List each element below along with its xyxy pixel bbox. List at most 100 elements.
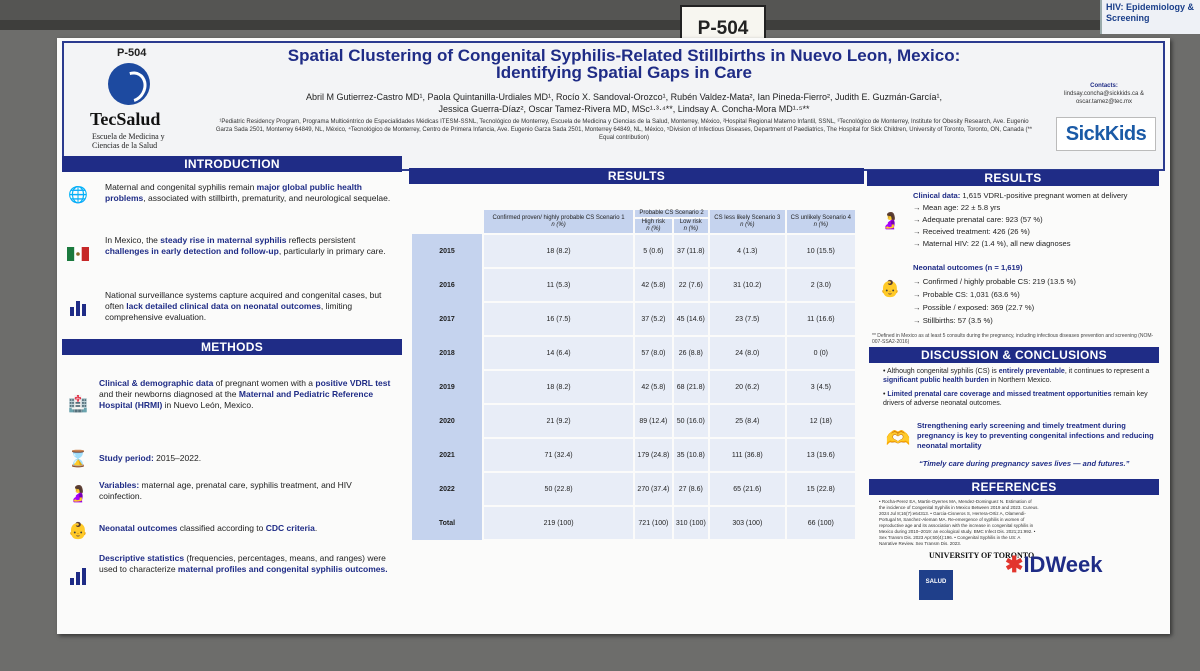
- brand-subtitle: Escuela de Medicina y Ciencias de la Sal…: [92, 132, 165, 150]
- value-cell: 721 (100): [633, 505, 674, 541]
- value-cell: 89 (12.4): [633, 403, 674, 439]
- authors: Abril M Gutierrez-Castro MD¹, Paola Quin…: [214, 91, 1034, 115]
- corner-cell-2: [412, 218, 483, 234]
- clinical-treatment: → Received treatment: 426 (26 %): [913, 227, 1030, 236]
- value-cell: 111 (36.8): [707, 437, 787, 473]
- value-cell: 50 (22.8): [481, 471, 636, 507]
- authors-line-2: Jessica Guerra-Díaz², Oscar Tamez-Rivera…: [438, 104, 810, 114]
- value-cell: 50 (16.0): [671, 403, 710, 439]
- year-cell: 2019: [412, 370, 483, 404]
- discussion-key-message: Strengthening early screening and timely…: [917, 421, 1154, 450]
- value-cell: 12 (18): [784, 403, 858, 439]
- value-cell: 11 (16.6): [784, 301, 858, 337]
- value-cell: 18 (8.2): [481, 233, 636, 269]
- col-header-low-risk: Low risk n (%): [671, 217, 710, 235]
- results-footnote: ** Defined in Mexico as at least 5 consu…: [872, 333, 1154, 345]
- sickkids-logo: SickKids: [1056, 117, 1156, 151]
- table-row: Total 219 (100) 721 (100) 310 (100) 303 (100…: [412, 505, 858, 541]
- table-row: 2019 18 (8.2) 42 (5.8) 68 (21.8) 20 (6.2) 3 (…: [412, 369, 858, 405]
- value-cell: 14 (6.4): [481, 335, 636, 371]
- year-cell: 2017: [412, 302, 483, 336]
- brand-name: TecSalud: [90, 109, 161, 129]
- discussion-quote: “Timely care during pregnancy saves live…: [919, 459, 1130, 468]
- neighbor-poster-label: HIV: Epidemiology & Screening: [1100, 0, 1200, 34]
- col-header-group-scenario-2: Probable CS Scenario 2: [633, 208, 710, 219]
- year-cell: 2022: [412, 472, 483, 506]
- discussion-point-2: • Limited prenatal care coverage and mis…: [883, 391, 1148, 407]
- value-cell: 11 (5.3): [481, 267, 636, 303]
- value-cell: 45 (14.6): [671, 301, 710, 337]
- value-cell: 303 (100): [707, 505, 787, 541]
- methods-item-5: Descriptive statistics (frequencies, per…: [99, 553, 388, 574]
- value-cell: 3 (4.5): [784, 369, 858, 405]
- authors-line-1: Abril M Gutierrez-Castro MD¹, Paola Quin…: [305, 92, 943, 102]
- contacts: Contacts: lindsay.concha@sickkids.ca & o…: [1049, 82, 1159, 106]
- board-frame: [0, 20, 1200, 30]
- title-line-1: Spatial Clustering of Congenital Syphili…: [287, 46, 961, 65]
- table-row: 2021 71 (32.4) 179 (24.8) 35 (10.8) 111 (36.…: [412, 437, 858, 473]
- references-heading: REFERENCES: [869, 479, 1159, 495]
- value-cell: 18 (8.2): [481, 369, 636, 405]
- contacts-emails: lindsay.concha@sickkids.ca & oscar.tamez…: [1063, 91, 1144, 105]
- poster: P-504 TecSalud Escuela de Medicina y Cie…: [57, 38, 1170, 634]
- value-cell: 270 (37.4): [633, 471, 674, 507]
- value-cell: 37 (11.8): [671, 233, 710, 269]
- corner-cell: [412, 209, 483, 218]
- globe-icon: 🌐: [68, 187, 88, 204]
- value-cell: 57 (8.0): [633, 335, 674, 371]
- neonatal-possible: → Possible / exposed: 369 (22.7 %): [913, 303, 1035, 312]
- results-table-heading: RESULTS: [409, 168, 864, 184]
- value-cell: 13 (19.6): [784, 437, 858, 473]
- value-cell: 26 (8.8): [671, 335, 710, 371]
- neonatal-probable: → Probable CS: 1,031 (63.6 %): [913, 290, 1020, 299]
- results-summary-heading: RESULTS: [867, 170, 1159, 186]
- pregnant-woman-icon: 🤰: [68, 486, 88, 503]
- clinical-data-line: Clinical data: 1,615 VDRL-positive pregn…: [913, 191, 1128, 200]
- baby-icon: 👶: [68, 523, 88, 540]
- year-cell: 2016: [412, 268, 483, 302]
- baby-results-icon: 👶: [880, 281, 900, 298]
- value-cell: 15 (22.8): [784, 471, 858, 507]
- clinical-mean-age: → Mean age: 22 ± 5.8 yrs: [913, 203, 1001, 212]
- table-row: 2022 50 (22.8) 270 (37.4) 27 (8.6) 65 (21.6)…: [412, 471, 858, 507]
- year-cell: 2021: [412, 438, 483, 472]
- value-cell: 35 (10.8): [671, 437, 710, 473]
- statistics-bar-icon: [67, 565, 89, 587]
- year-cell: 2015: [412, 234, 483, 268]
- methods-item-2: Study period: 2015–2022.: [99, 453, 202, 463]
- heart-hands-icon: 🫶: [885, 427, 911, 450]
- title-line-2: Identifying Spatial Gaps in Care: [496, 63, 752, 82]
- methods-heading: METHODS: [62, 339, 402, 355]
- neonatal-stillbirths: → Stillbirths: 57 (3.5 %): [913, 316, 993, 325]
- value-cell: 27 (8.6): [671, 471, 710, 507]
- poster-number: P-504: [117, 47, 147, 59]
- year-cell: 2018: [412, 336, 483, 370]
- intro-paragraph-3: National surveillance systems capture ac…: [105, 290, 382, 322]
- value-cell: 219 (100): [481, 505, 636, 541]
- methods-item-1: Clinical & demographic data of pregnant …: [99, 378, 391, 410]
- bar-chart-icon: [67, 296, 89, 318]
- value-cell: 24 (8.0): [707, 335, 787, 371]
- value-cell: 31 (10.2): [707, 267, 787, 303]
- value-cell: 22 (7.6): [671, 267, 710, 303]
- table-row: 2018 14 (6.4) 57 (8.0) 26 (8.8) 24 (8.0) 0 (0…: [412, 335, 858, 371]
- introduction-heading: INTRODUCTION: [62, 156, 402, 172]
- value-cell: 42 (5.8): [633, 267, 674, 303]
- value-cell: 23 (7.5): [707, 301, 787, 337]
- references-list: • Rocha-Perez EA, Martin-Oyerres MA, Men…: [879, 499, 1039, 546]
- table-row: 2016 11 (5.3) 42 (5.8) 22 (7.6) 31 (10.2) 2 (…: [412, 267, 858, 303]
- table-row: 2015 18 (8.2) 5 (0.6) 37 (11.8) 4 (1.3) 10 (1…: [412, 233, 858, 269]
- value-cell: 71 (32.4): [481, 437, 636, 473]
- poster-header: P-504 TecSalud Escuela de Medicina y Cie…: [62, 41, 1165, 171]
- hourglass-icon: ⌛: [68, 451, 88, 468]
- year-cell: 2020: [412, 404, 483, 438]
- discussion-heading: DISCUSSION & CONCLUSIONS: [869, 347, 1159, 363]
- affiliations: ¹Pediatric Residency Program, Programa M…: [215, 119, 1033, 141]
- value-cell: 5 (0.6): [633, 233, 674, 269]
- col-header-high-risk: High risk n (%): [633, 217, 674, 235]
- contacts-label: Contacts:: [1090, 83, 1118, 89]
- results-table: Confirmed proven/ highly probable CS Sce…: [412, 208, 858, 541]
- intro-paragraph-2: In Mexico, the steady rise in maternal s…: [105, 235, 386, 256]
